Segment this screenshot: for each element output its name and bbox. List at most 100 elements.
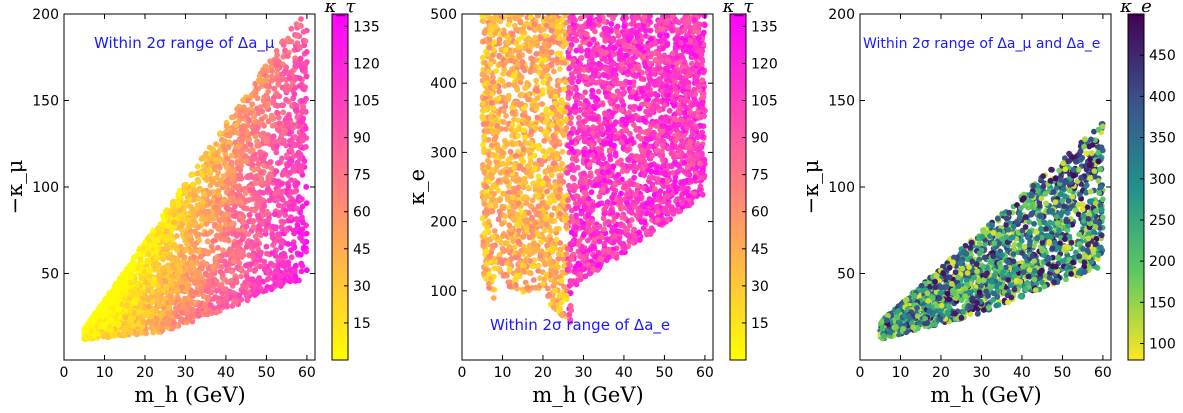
scatter-point [503, 175, 509, 182]
scatter-point [270, 99, 277, 106]
scatter-point [206, 144, 213, 151]
scatter-point [205, 294, 212, 301]
scatter-point [179, 284, 185, 291]
scatter-point [200, 163, 207, 170]
scatter-point [239, 214, 246, 220]
scatter-point [164, 309, 171, 316]
scatter-point [280, 250, 287, 257]
scatter-point [251, 207, 258, 214]
colorbar-tick-label: 75 [353, 168, 371, 184]
scatter-point [699, 150, 705, 157]
scatter-point [252, 180, 259, 187]
scatter-point [238, 158, 245, 165]
colorbar-tick-label: 90 [353, 131, 371, 147]
scatter-point [217, 130, 224, 137]
scatter-point [261, 122, 267, 129]
scatter-point [215, 299, 222, 305]
scatter-point [255, 203, 262, 210]
scatter-point [181, 304, 188, 310]
scatter-point [234, 253, 241, 260]
scatter-point [298, 163, 305, 170]
scatter-point [242, 143, 249, 150]
scatter-point [688, 60, 695, 67]
scatter-point [303, 184, 310, 190]
scatter-point [162, 208, 169, 215]
scatter-point [150, 281, 157, 288]
scatter-point [215, 225, 222, 232]
scatter-point [235, 259, 242, 266]
scatter-point [274, 143, 280, 149]
scatter-point [188, 300, 194, 307]
scatter-point [573, 212, 579, 219]
scatter-point [155, 226, 161, 232]
scatter-point [287, 169, 294, 176]
scatter-point [278, 181, 285, 188]
scatter-point [218, 281, 225, 288]
scatter-point [299, 65, 305, 72]
scatter-point [290, 165, 297, 172]
scatter-point [282, 68, 288, 74]
scatter-point [174, 313, 181, 319]
scatter-point [82, 325, 88, 332]
scatter-point [271, 197, 278, 204]
scatter-point [200, 247, 207, 254]
scatter-point [201, 303, 208, 310]
scatter-point [280, 203, 286, 210]
scatter-point [143, 330, 150, 337]
scatter-point [251, 282, 258, 288]
scatter-point [264, 210, 271, 217]
scatter-point [195, 307, 201, 314]
scatter-point [226, 139, 233, 146]
scatter-point [637, 128, 644, 135]
scatter-point [270, 223, 276, 230]
scatter-point [181, 295, 188, 302]
scatter-point [248, 261, 254, 268]
scatter-point [112, 332, 118, 339]
scatter-point [252, 151, 258, 158]
scatter-point [298, 168, 305, 175]
scatter-point [599, 101, 606, 108]
scatter-point [223, 221, 229, 228]
scatter-point [271, 211, 278, 218]
scatter-point [251, 113, 257, 120]
scatter-point [288, 146, 294, 153]
scatter-point [249, 101, 256, 107]
scatter-point [210, 179, 217, 186]
scatter-point [699, 191, 706, 198]
scatter-point [224, 279, 231, 285]
scatter-point [260, 130, 267, 137]
scatter-point [114, 288, 120, 294]
scatter-point [544, 188, 551, 195]
scatter-point [126, 279, 133, 286]
scatter-point [242, 190, 249, 197]
scatter-point [251, 166, 257, 173]
scatter-point [226, 248, 233, 255]
x-tick-label: 50 [258, 365, 276, 381]
scatter-point [249, 174, 256, 180]
scatter-point [278, 244, 284, 251]
scatter-point [201, 190, 208, 197]
scatter-point [254, 138, 260, 145]
scatter-point [145, 251, 152, 258]
scatter-point [296, 229, 303, 236]
scatter-point [496, 88, 502, 95]
scatter-point [546, 37, 553, 44]
scatter-point [297, 209, 303, 216]
scatter-point [268, 286, 275, 293]
scatter-point [121, 320, 128, 327]
scatter-point [148, 324, 155, 331]
scatter-point [286, 130, 293, 137]
scatter-point [168, 282, 175, 288]
scatter-point [500, 233, 506, 239]
scatter-point [102, 322, 109, 328]
scatter-point [269, 250, 275, 256]
scatter-point [230, 258, 237, 264]
scatter-point [155, 262, 162, 268]
scatter-point [636, 237, 643, 243]
scatter-point [184, 241, 191, 248]
scatter-point [258, 170, 264, 177]
scatter-point [156, 303, 163, 309]
scatter-point [223, 164, 230, 171]
scatter-point [512, 15, 519, 22]
